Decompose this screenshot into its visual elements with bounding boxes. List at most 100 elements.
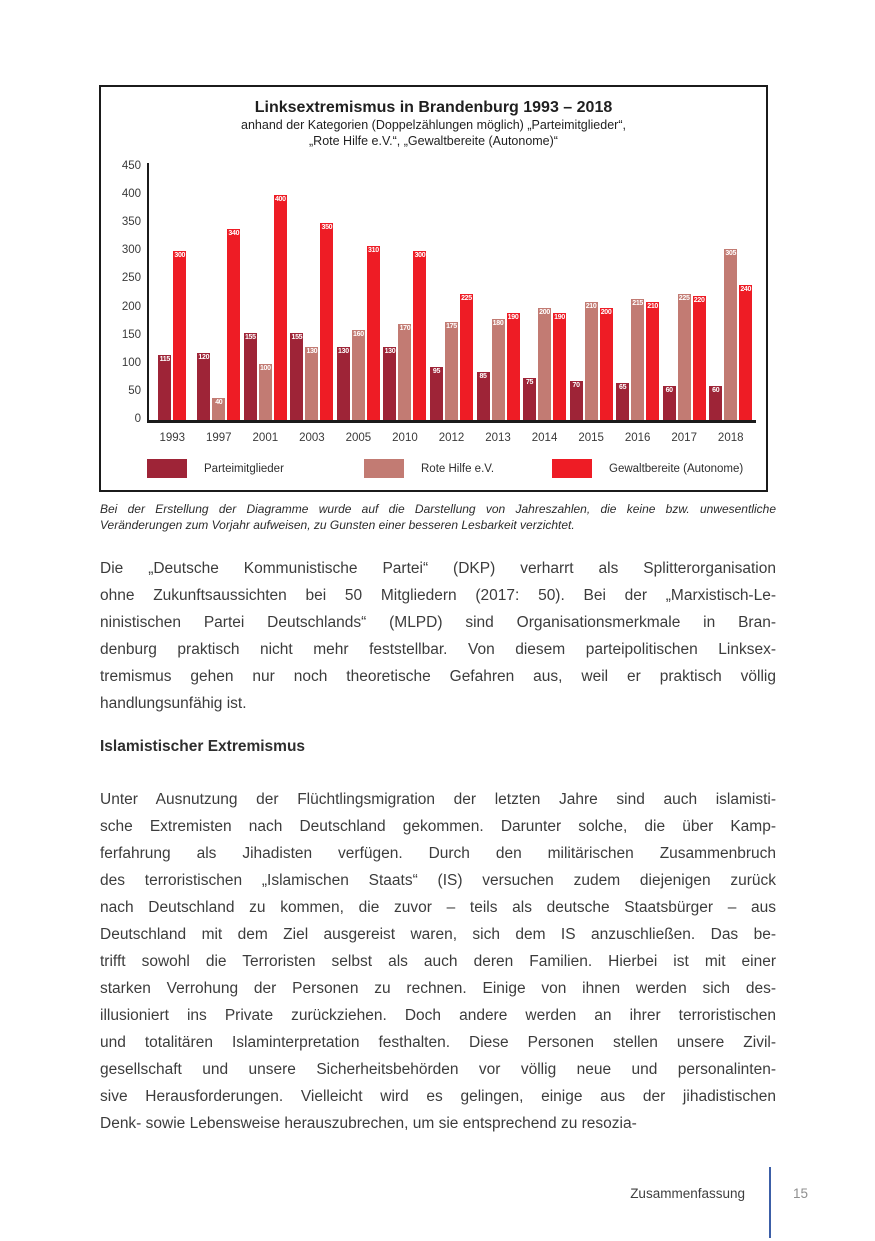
bar: 170 — [398, 324, 412, 420]
bar: 215 — [631, 299, 645, 420]
y-tick-label: 150 — [121, 328, 141, 341]
bar-value-label: 100 — [259, 364, 271, 372]
legend-label: Gewaltbereite (Autonome) — [609, 462, 744, 475]
bar-group: 85 180 190 2013 — [475, 167, 522, 444]
x-tick-label: 2015 — [578, 432, 604, 444]
bar-group: 65 215 210 2016 — [614, 167, 661, 444]
bar-value-label: 75 — [525, 378, 534, 386]
bar: 60 — [709, 386, 723, 420]
text-line: gesellschaft und unsere Sicherheitsbehör… — [100, 1061, 776, 1078]
bar: 300 — [413, 251, 427, 420]
bar: 160 — [351, 330, 365, 420]
text-line: Deutschland mit dem Ziel ausgereist ware… — [100, 926, 776, 943]
bar: 130 — [383, 346, 397, 420]
legend-label: Parteimitglieder — [204, 462, 284, 475]
text-line: ohne Zukunftsaussichten bei 50 Mitgliede… — [100, 587, 776, 604]
x-axis — [147, 420, 756, 423]
bar-value-label: 340 — [228, 229, 240, 237]
bar-value-label: 220 — [693, 297, 705, 305]
bar: 120 — [197, 352, 211, 420]
chart-caption: Bei der Erstellung der Diagramme wurde a… — [100, 502, 776, 533]
bar: 70 — [569, 380, 583, 420]
bar-value-label: 305 — [725, 249, 737, 257]
legend-swatch — [552, 459, 592, 478]
bar-value-label: 65 — [619, 384, 627, 392]
y-tick-label: 400 — [121, 188, 141, 201]
x-tick-label: 2018 — [717, 432, 744, 444]
x-tick-label: 2012 — [438, 432, 465, 444]
x-tick-label: 2010 — [392, 432, 418, 444]
bar: 210 — [646, 301, 660, 420]
chart-figure: Linksextremismus in Brandenburg 1993 – 2… — [99, 85, 768, 492]
chart-subtitle-line2: „Rote Hilfe e.V.“, „Gewaltbereite (Auton… — [309, 134, 558, 148]
bar: 180 — [491, 318, 505, 420]
bar-value-label: 95 — [432, 367, 441, 375]
bar: 75 — [523, 377, 537, 420]
legend-label: Rote Hilfe e.V. — [421, 462, 495, 475]
legend-item: Gewaltbereite (Autonome) — [552, 459, 743, 478]
footer-section-label: Zusammenfassung — [630, 1186, 745, 1201]
text-line: Veränderungen zum Vorjahr aufweisen, zu … — [100, 517, 575, 532]
bar-group: 60 225 220 2017 — [661, 167, 708, 444]
bar-value-label: 60 — [712, 387, 720, 395]
text-line: illusioniert ins Private zurückziehen. D… — [100, 1007, 776, 1024]
legend-item: Rote Hilfe e.V. — [364, 459, 494, 478]
bar-group: 70 210 200 2015 — [568, 167, 615, 444]
text-line: ferfahrung als Jihadisten verfügen. Durc… — [100, 845, 776, 862]
bar-group: 75 200 190 2014 — [521, 167, 568, 444]
y-tick-label: 300 — [121, 244, 141, 257]
chart-title: Linksextremismus in Brandenburg 1993 – 2… — [254, 99, 613, 116]
legend-item: Parteimitglieder — [147, 459, 284, 478]
bar: 175 — [444, 321, 458, 420]
bar: 220 — [692, 296, 706, 420]
text-line: Unter Ausnutzung der Flüchtlingsmigratio… — [100, 791, 776, 808]
bar: 300 — [173, 251, 187, 420]
x-tick-label: 2016 — [624, 432, 651, 444]
x-tick-label: 2017 — [671, 432, 697, 444]
bar: 225 — [459, 293, 473, 420]
text-line: nach Deutschland zu kommen, die zuvor – … — [100, 899, 776, 916]
bar-group: 95 175 225 2012 — [428, 167, 475, 444]
bar-value-label: 115 — [159, 356, 171, 364]
text-line: Bei der Erstellung der Diagramme wurde a… — [100, 502, 776, 516]
bar: 95 — [429, 366, 443, 420]
y-axis — [147, 163, 149, 423]
bar-value-label: 60 — [665, 387, 673, 395]
bar-value-label: 350 — [321, 224, 333, 232]
bar: 240 — [739, 285, 753, 420]
bar: 115 — [158, 355, 172, 420]
bar: 40 — [212, 397, 226, 420]
bar-group: 155 130 350 2003 — [289, 167, 336, 444]
bar: 190 — [553, 313, 567, 420]
legend-swatch — [147, 459, 187, 478]
bar-value-label: 225 — [461, 294, 472, 302]
bar: 350 — [320, 223, 334, 420]
bar: 200 — [538, 307, 552, 420]
bar-value-label: 155 — [244, 333, 256, 341]
x-tick-label: 2005 — [345, 432, 372, 444]
bar-value-label: 400 — [274, 196, 286, 204]
bar: 60 — [662, 386, 676, 420]
text-line: und totalitären Islaminterpretation fest… — [100, 1034, 776, 1051]
bar-value-label: 85 — [479, 373, 487, 381]
bar: 100 — [258, 363, 272, 420]
bar-value-label: 190 — [554, 314, 565, 322]
bars-area: 115 300 1993 120 40 340 1997 155 100 400 2001 155 13… — [149, 167, 754, 444]
bar-value-label: 300 — [414, 252, 426, 260]
bar-value-label: 225 — [678, 294, 690, 302]
section-heading: Islamistischer Extremismus — [100, 738, 306, 755]
bar-group: 120 40 340 1997 — [196, 167, 243, 444]
y-tick-label: 250 — [121, 272, 141, 285]
bar: 130 — [336, 346, 350, 420]
bar: 155 — [290, 332, 304, 420]
bar-value-label: 240 — [740, 286, 752, 294]
bar-group: 130 160 310 2005 — [335, 167, 382, 444]
x-tick-label: 2003 — [299, 432, 325, 444]
footer-divider — [769, 1167, 771, 1238]
bar-value-label: 160 — [353, 331, 364, 339]
x-tick-label: 2014 — [531, 432, 558, 444]
bar-value-label: 130 — [338, 347, 349, 355]
bar-value-label: 210 — [647, 302, 659, 310]
bar-group: 60 305 240 2018 — [707, 167, 754, 444]
